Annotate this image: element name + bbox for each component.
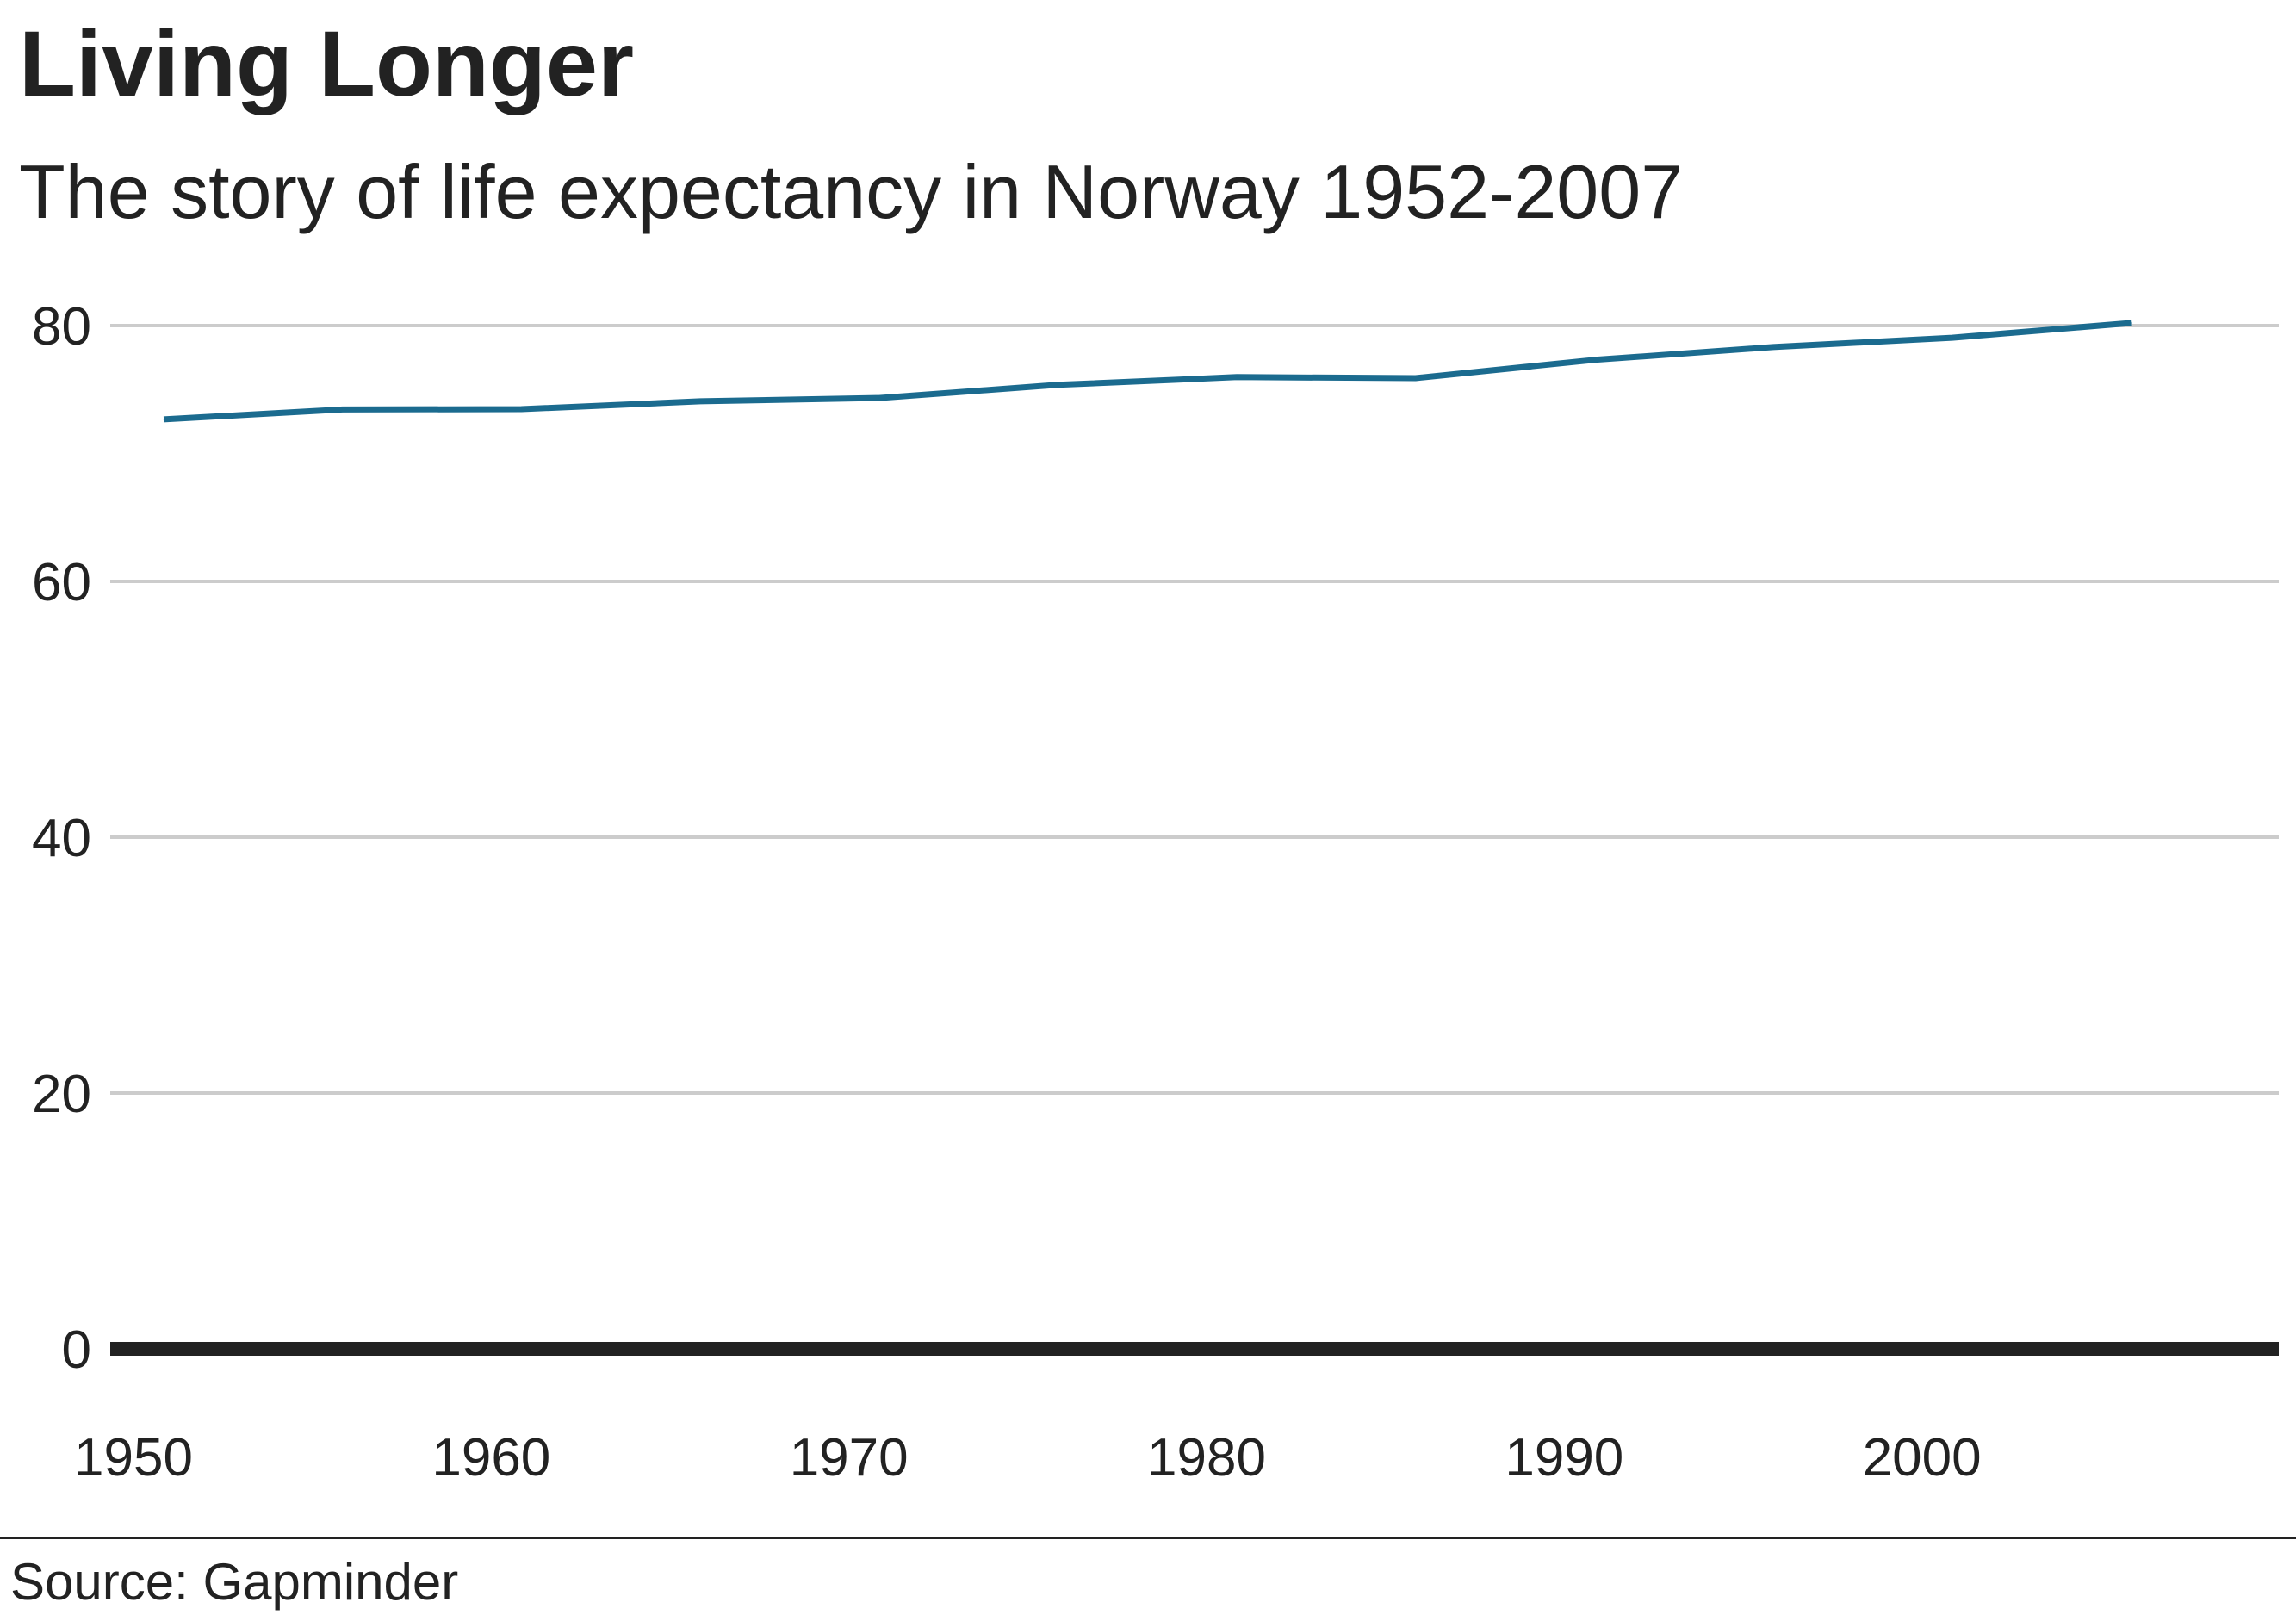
x-tick-label: 1980 — [1147, 1428, 1266, 1488]
y-axis-tick-labels: 0 20 40 60 80 — [32, 297, 91, 1380]
data-point-1987 — [1415, 377, 1417, 379]
data-point-1982 — [1236, 376, 1238, 378]
data-point-2007 — [2130, 322, 2132, 324]
chart-title: Living Longer — [19, 11, 634, 115]
source-note: Source: Gapminder — [10, 1553, 459, 1611]
y-tick-label: 0 — [62, 1320, 91, 1380]
data-point-1962 — [520, 408, 522, 410]
x-tick-label: 1950 — [74, 1428, 193, 1488]
data-point-1972 — [878, 397, 880, 399]
x-tick-label: 1970 — [790, 1428, 909, 1488]
footer-divider — [0, 1537, 2296, 1539]
y-tick-label: 80 — [32, 297, 91, 357]
data-point-1992 — [1593, 359, 1595, 361]
y-tick-label: 40 — [32, 809, 91, 868]
series-line — [163, 320, 2132, 423]
y-tick-label: 60 — [32, 553, 91, 612]
y-tick-label: 20 — [32, 1065, 91, 1124]
x-axis-tick-labels: 1950 1960 1970 1980 1990 2000 — [74, 1428, 1982, 1488]
x-tick-label: 2000 — [1863, 1428, 1982, 1488]
gridlines — [110, 324, 2279, 1095]
x-tick-label: 1960 — [431, 1428, 550, 1488]
data-series — [163, 320, 2132, 423]
chart-subtitle: The story of life expectancy in Norway 1… — [19, 149, 1684, 234]
data-point-1957 — [342, 408, 344, 410]
data-point-1997 — [1772, 346, 1774, 348]
x-tick-label: 1990 — [1505, 1428, 1623, 1488]
